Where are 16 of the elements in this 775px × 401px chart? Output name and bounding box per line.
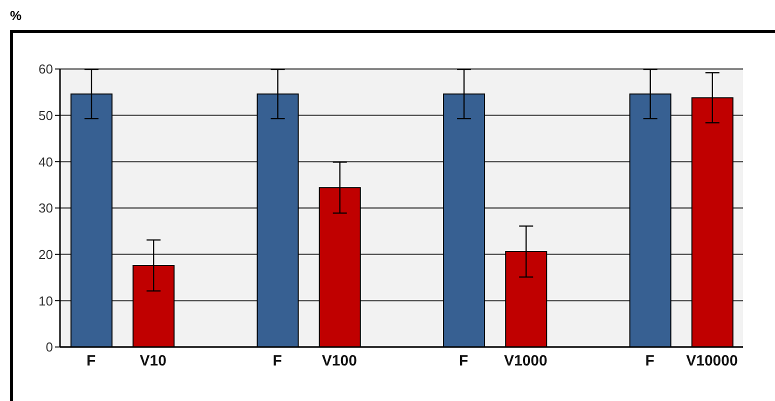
x-tick-label: V1000 bbox=[504, 352, 548, 370]
x-tick-label: V10000 bbox=[686, 352, 738, 370]
y-tick-label: 40 bbox=[38, 154, 53, 170]
y-tick-label: 30 bbox=[38, 200, 53, 216]
x-tick-label: F bbox=[86, 352, 96, 370]
x-tick-label: F bbox=[459, 352, 468, 370]
y-axis-title: % bbox=[10, 8, 22, 23]
x-tick-label: V100 bbox=[322, 352, 357, 370]
y-tick-label: 10 bbox=[38, 293, 53, 308]
y-tick-label: 20 bbox=[38, 246, 53, 262]
x-tick-label: V10 bbox=[140, 352, 166, 370]
y-tick-label: 50 bbox=[38, 108, 53, 123]
x-tick-label: F bbox=[645, 352, 654, 370]
x-tick-label: F bbox=[272, 352, 282, 370]
y-tick-label: 0 bbox=[46, 340, 53, 355]
y-tick-label: 60 bbox=[38, 62, 53, 77]
